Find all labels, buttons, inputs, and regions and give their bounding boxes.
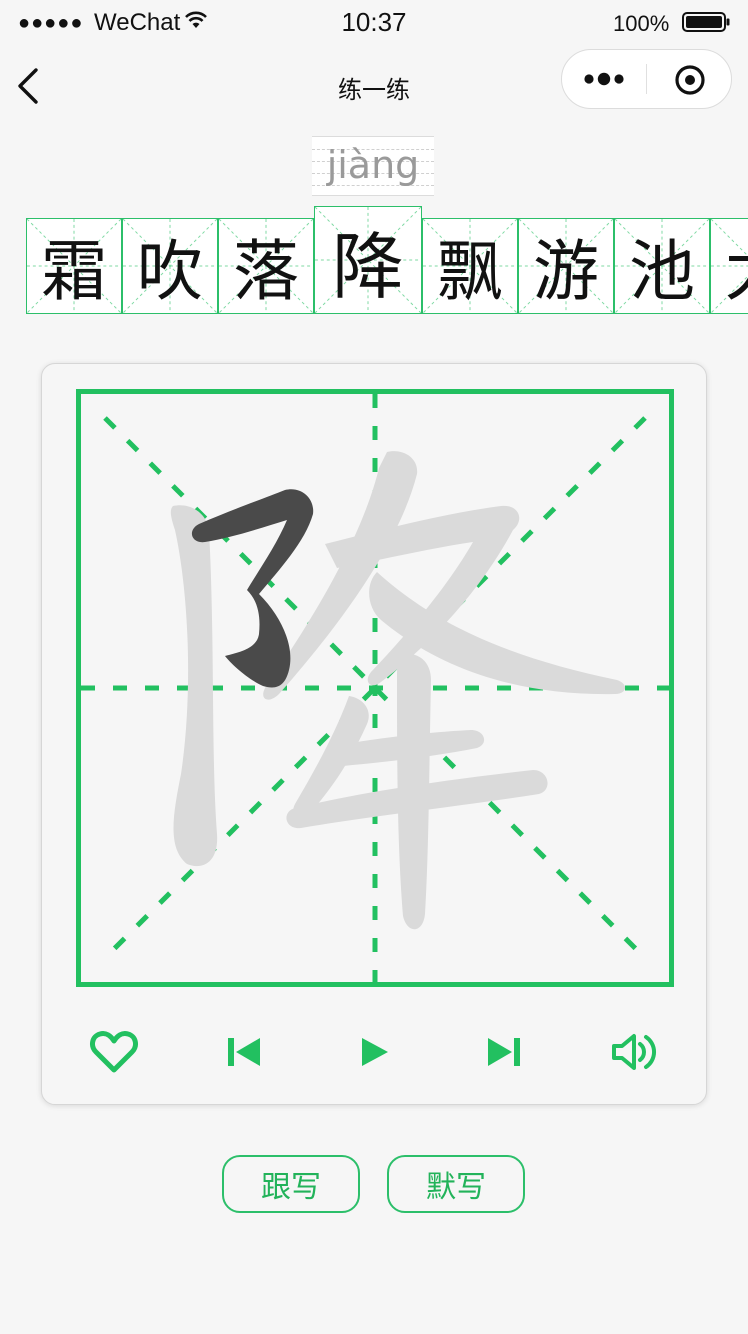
- play-icon[interactable]: [348, 1026, 400, 1078]
- character-glyph: 霜: [41, 233, 107, 310]
- character-glyph: 太: [711, 219, 748, 313]
- close-target-icon[interactable]: [674, 64, 706, 96]
- skip-next-icon[interactable]: [478, 1026, 530, 1078]
- character-cell[interactable]: 霜: [26, 218, 122, 314]
- cell-grid: [423, 219, 517, 313]
- heart-icon[interactable]: [88, 1026, 140, 1078]
- carrier-name: WeChat: [94, 9, 181, 36]
- status-bar: ●●●●● WeChat 10:37 100%: [0, 0, 748, 44]
- pinyin-guide-line: [312, 185, 434, 186]
- pinyin-guide-line: [312, 149, 434, 150]
- page-title: 练一练: [338, 76, 410, 104]
- dictation-writing-button[interactable]: 默写: [387, 1155, 525, 1213]
- character-cell[interactable]: 池: [614, 218, 710, 314]
- active-stroke: [191, 489, 314, 688]
- battery-percent: 100%: [613, 11, 670, 36]
- character-cell[interactable]: 吹: [122, 218, 218, 314]
- cell-grid: [615, 219, 709, 313]
- cell-grid: [219, 219, 313, 313]
- more-dots-icon[interactable]: [582, 68, 632, 90]
- trace-writing-button[interactable]: 跟写: [222, 1155, 360, 1213]
- cell-grid: [519, 219, 613, 313]
- pinyin-text: jiàng: [326, 143, 420, 187]
- status-time: 10:37: [341, 7, 407, 37]
- stroke-card: [41, 363, 707, 1105]
- character-strip: 霜 吹 落 降 飘 游 池 太: [26, 206, 748, 314]
- cell-grid: [123, 219, 217, 313]
- mini-program-capsule: [561, 49, 732, 109]
- wifi-icon: [185, 11, 207, 28]
- speaker-icon[interactable]: [608, 1026, 660, 1078]
- capsule-divider: [646, 64, 647, 94]
- signal-strength-icon: ●●●●●: [18, 12, 84, 34]
- pinyin-guide-line: [312, 173, 434, 174]
- cell-grid: [27, 219, 121, 313]
- battery-icon: [682, 12, 730, 32]
- character-cell[interactable]: 落: [218, 218, 314, 314]
- character-cell[interactable]: 飘: [422, 218, 518, 314]
- stroke-canvas: [81, 394, 669, 982]
- cell-grid: [315, 207, 421, 313]
- pinyin-guide-line: [312, 161, 434, 162]
- character-glyph: 落: [233, 233, 299, 310]
- playback-controls: [42, 1004, 708, 1104]
- pinyin-box: jiàng: [312, 136, 434, 196]
- character-glyph: 游: [533, 233, 599, 310]
- skip-previous-icon[interactable]: [218, 1026, 270, 1078]
- character-cell-partial[interactable]: 太: [710, 218, 748, 314]
- character-glyph: 降: [331, 224, 404, 309]
- writing-board[interactable]: [76, 389, 674, 987]
- character-glyph: 吹: [137, 233, 203, 310]
- character-cell[interactable]: 游: [518, 218, 614, 314]
- ghost-character: [170, 451, 626, 930]
- character-glyph: 池: [629, 233, 695, 310]
- character-cell-selected[interactable]: 降: [314, 206, 422, 314]
- back-chevron-icon[interactable]: [14, 66, 46, 106]
- character-glyph: 飘: [437, 233, 503, 310]
